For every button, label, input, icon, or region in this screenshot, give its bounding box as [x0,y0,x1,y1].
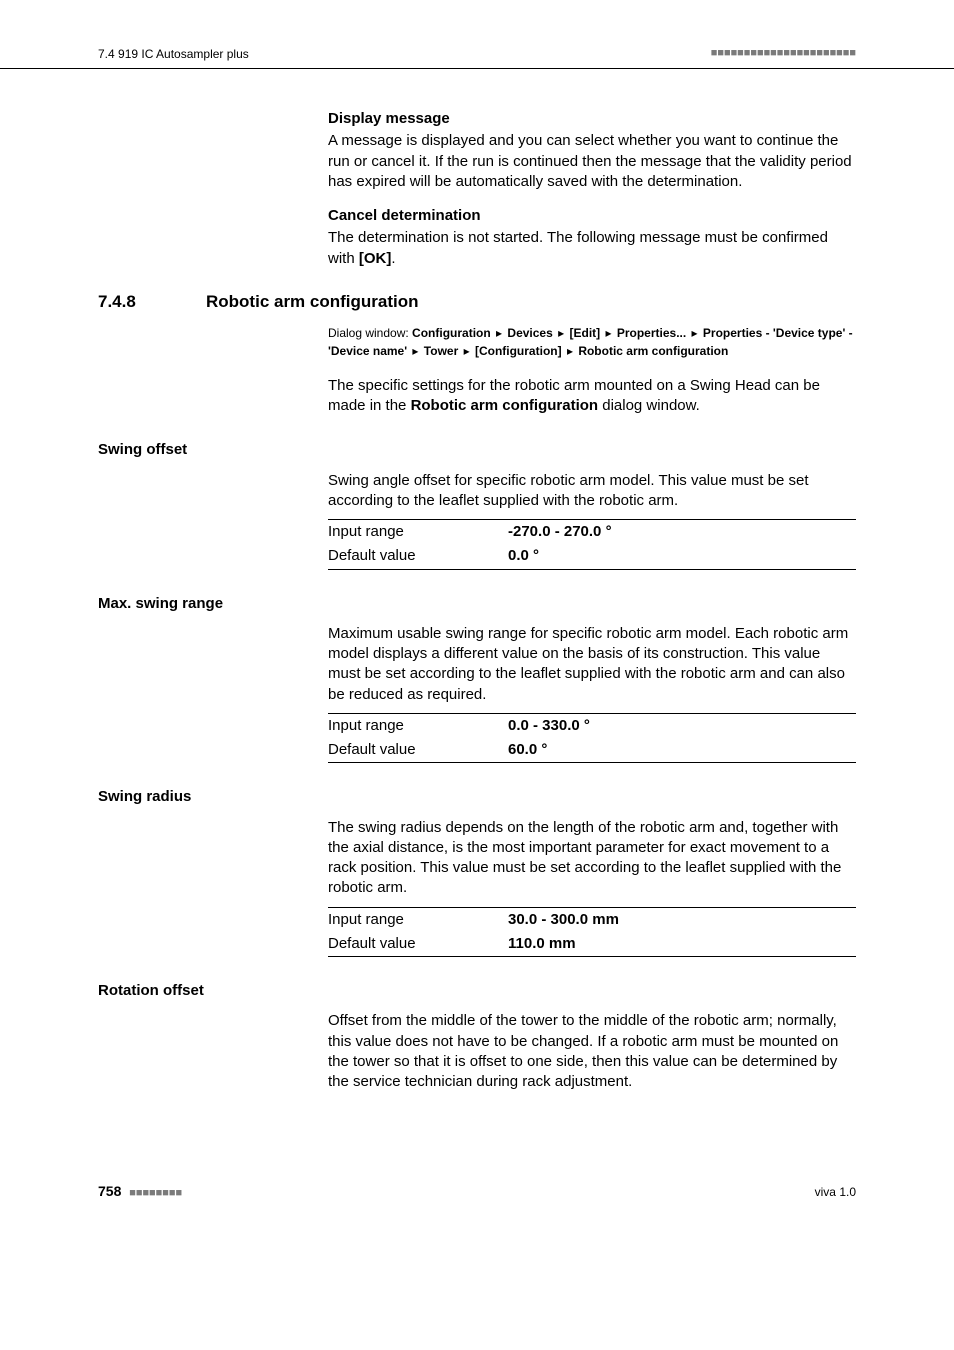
field-label: Swing offset [98,440,856,460]
field-label: Max. swing range [98,594,856,614]
field-body: Offset from the middle of the tower to t… [328,1011,856,1092]
param-value: 60.0 ° [508,740,547,760]
top-definition-list: Display message A message is displayed a… [328,109,856,269]
field-description: Swing angle offset for specific robotic … [328,471,856,512]
table-row: Default value 0.0 ° [328,544,856,568]
text-run: . [391,250,395,267]
param-table: Input range -270.0 - 270.0 ° Default val… [328,519,856,570]
path-arrow-icon: ▸ [562,344,579,358]
footer-page-number: 758 ■■■■■■■■ [98,1182,182,1202]
field-body: Swing angle offset for specific robotic … [328,471,856,570]
table-row: Input range 0.0 - 330.0 ° [328,714,856,738]
table-row: Input range 30.0 - 300.0 mm [328,908,856,932]
field-description: Offset from the middle of the tower to t… [328,1011,856,1092]
path-segment: Properties... [617,326,686,340]
footer-bars: ■■■■■■■■ [129,1188,182,1200]
section-intro-text: The specific settings for the robotic ar… [328,376,856,417]
path-segment: [Edit] [569,326,600,340]
param-value: 30.0 - 300.0 mm [508,910,619,930]
definition-title: Display message [328,109,856,129]
field-body: Maximum usable swing range for specific … [328,624,856,764]
table-row: Default value 60.0 ° [328,738,856,762]
field-block-max-swing-range: Max. swing range Maximum usable swing ra… [98,594,856,764]
page-num: 758 [98,1183,121,1199]
definition-title: Cancel determination [328,206,856,226]
field-label: Swing radius [98,787,856,807]
param-value: 0.0 ° [508,546,539,566]
dialog-path: Dialog window: Configuration ▸ Devices ▸… [328,324,856,360]
param-key: Input range [328,522,508,542]
field-block-swing-offset: Swing offset Swing angle offset for spec… [98,440,856,569]
dialog-label: Dialog window: [328,326,412,340]
param-key: Input range [328,716,508,736]
text-run: dialog window. [598,397,700,414]
param-key: Input range [328,910,508,930]
param-key: Default value [328,934,508,954]
page-header: 7.4 919 IC Autosampler plus ■■■■■■■■■■■■… [0,46,954,69]
section-heading: 7.4.8 Robotic arm configuration [98,291,856,314]
param-key: Default value [328,546,508,566]
path-segment: Robotic arm configuration [578,344,728,358]
path-arrow-icon: ▸ [458,344,475,358]
definition-item: Cancel determination The determination i… [328,206,856,269]
path-segment: Configuration [412,326,491,340]
path-arrow-icon: ▸ [600,326,617,340]
param-value: 110.0 mm [508,934,576,954]
section-title: Robotic arm configuration [206,291,419,314]
path-arrow-icon: ▸ [407,344,424,358]
page-content: Display message A message is displayed a… [0,109,954,1092]
table-row: Input range -270.0 - 270.0 ° [328,520,856,544]
param-value: -270.0 - 270.0 ° [508,522,612,542]
header-section-title: 7.4 919 IC Autosampler plus [98,46,249,62]
path-segment: Devices [507,326,552,340]
path-arrow-icon: ▸ [686,326,703,340]
header-bars: ■■■■■■■■■■■■■■■■■■■■■■ [711,47,856,62]
footer-version: viva 1.0 [815,1184,856,1200]
definition-item: Display message A message is displayed a… [328,109,856,192]
field-body: The swing radius depends on the length o… [328,818,856,958]
path-arrow-icon: ▸ [553,326,570,340]
path-segment: [Configuration] [475,344,562,358]
field-description: Maximum usable swing range for specific … [328,624,856,705]
field-description: The swing radius depends on the length o… [328,818,856,899]
param-value: 0.0 - 330.0 ° [508,716,590,736]
bold-run: Robotic arm configuration [411,397,599,414]
page-footer: 758 ■■■■■■■■ viva 1.0 [0,1182,954,1202]
param-key: Default value [328,740,508,760]
table-row: Default value 110.0 mm [328,932,856,956]
definition-body: The determination is not started. The fo… [328,228,856,269]
path-segment: Tower [424,344,458,358]
section-number: 7.4.8 [98,291,206,314]
field-block-swing-radius: Swing radius The swing radius depends on… [98,787,856,957]
param-table: Input range 30.0 - 300.0 mm Default valu… [328,907,856,958]
section-intro-block: Dialog window: Configuration ▸ Devices ▸… [328,324,856,417]
param-table: Input range 0.0 - 330.0 ° Default value … [328,713,856,764]
path-arrow-icon: ▸ [491,326,508,340]
definition-body: A message is displayed and you can selec… [328,131,856,192]
field-label: Rotation offset [98,981,856,1001]
field-block-rotation-offset: Rotation offset Offset from the middle o… [98,981,856,1092]
text-run: The determination is not started. The fo… [328,229,828,266]
bold-run: [OK] [359,250,392,267]
